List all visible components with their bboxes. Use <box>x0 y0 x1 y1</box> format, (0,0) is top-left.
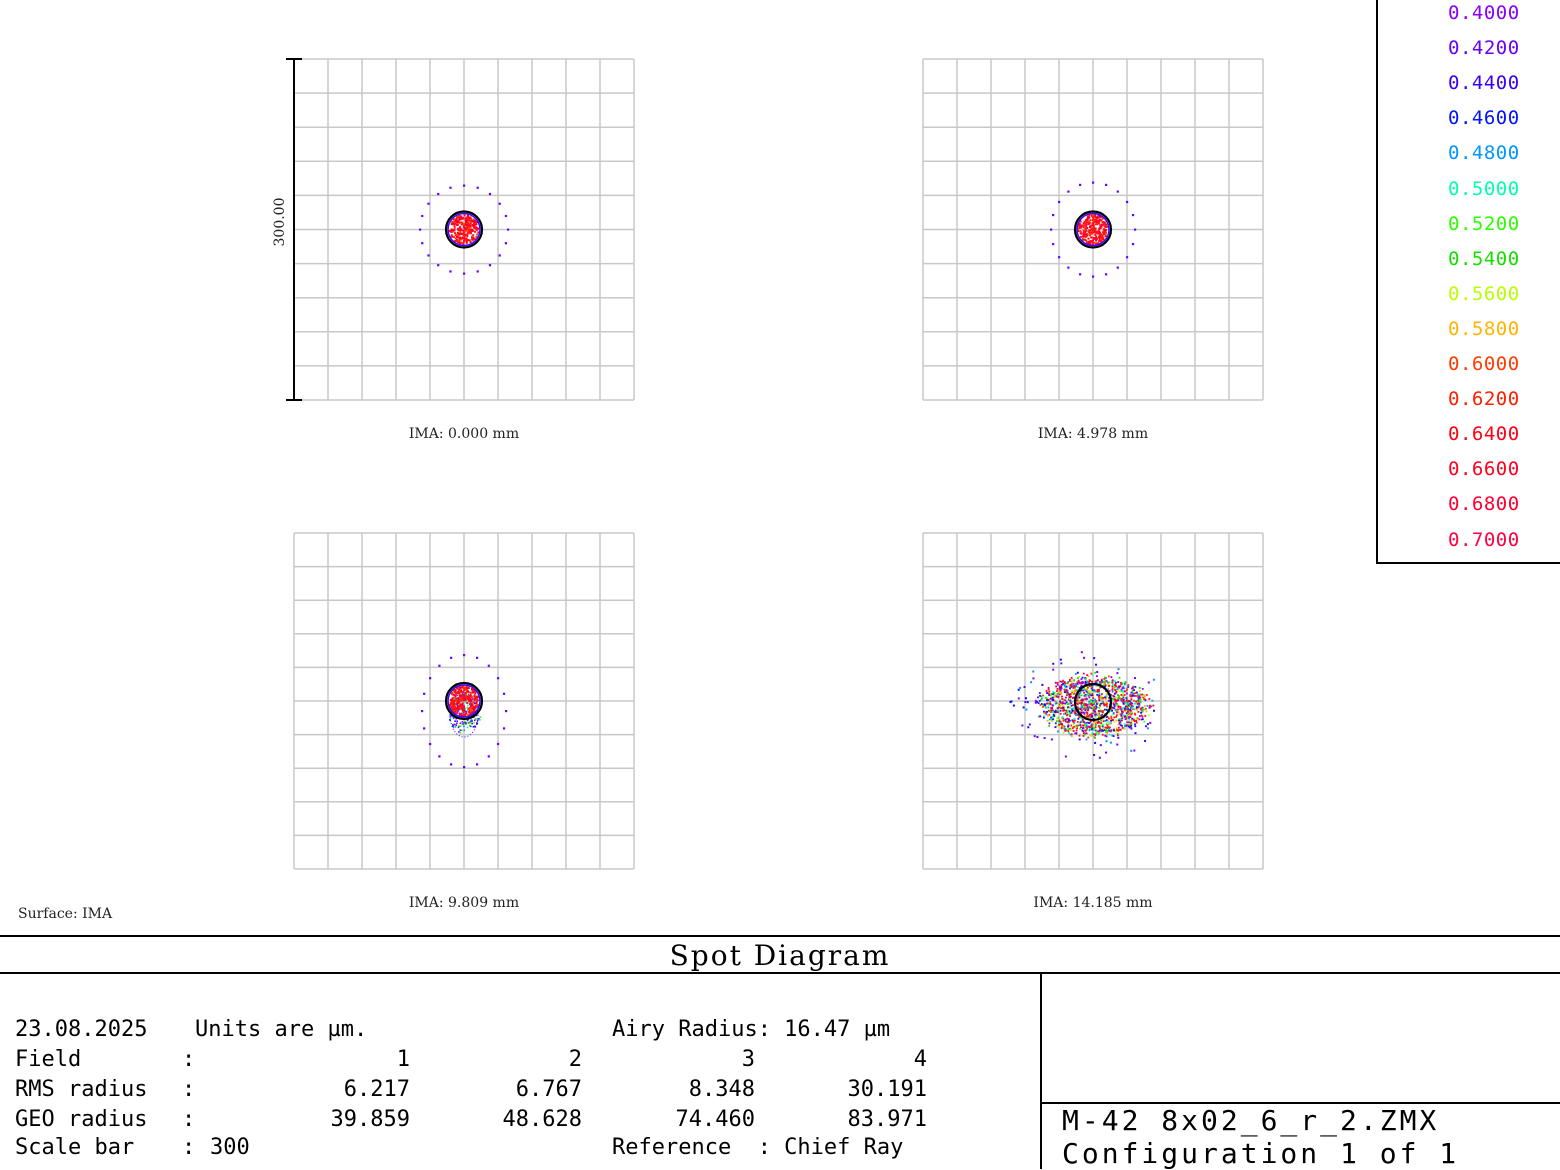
info-panel: Spot Diagram 23.08.2025 Units are µm. Ai… <box>0 935 1560 1170</box>
panel-title: Spot Diagram <box>0 937 1560 974</box>
reference-text: Reference : Chief Ray <box>612 1135 904 1160</box>
legend-item-0.5200: 0.5200 <box>1448 212 1520 235</box>
airy-circle-2 <box>1073 210 1113 249</box>
panel-divider-vertical <box>1040 974 1042 1169</box>
field-3: 3 <box>741 1047 755 1072</box>
legend-item-0.5400: 0.5400 <box>1448 247 1520 270</box>
spot-panel-1: IMA: 0.000 mm <box>293 58 635 442</box>
field-label: Field <box>15 1047 82 1072</box>
legend-item-0.4400: 0.4400 <box>1448 72 1520 95</box>
filename-text: M-42 8x02_6_r_2.ZMX Configuration 1 of 1 <box>1062 1104 1459 1170</box>
scale-bar-label: 300.00 <box>272 198 288 247</box>
geo-4: 83.971 <box>847 1107 927 1132</box>
grid-4 <box>922 532 1264 870</box>
geo-label: GEO radius <box>15 1107 148 1132</box>
field-colon: : <box>182 1047 196 1072</box>
spots-3 <box>421 654 508 769</box>
legend-item-0.4800: 0.4800 <box>1448 142 1520 165</box>
wavelength-legend: 0.4000 0.4200 0.4400 0.4600 0.4800 0.5000 0.52… <box>1376 0 1560 564</box>
scale-label: Scale bar <box>15 1135 135 1160</box>
spot-panel-3: IMA: 9.809 mm <box>293 532 635 911</box>
field-4: 4 <box>913 1047 927 1072</box>
rms-2: 6.767 <box>515 1077 582 1102</box>
rms-4: 30.191 <box>847 1077 927 1102</box>
surface-label: Surface: IMA <box>18 906 113 922</box>
geo-3: 74.460 <box>675 1107 755 1132</box>
field-1: 1 <box>396 1047 410 1072</box>
spots-1 <box>419 184 510 275</box>
rms-colon: : <box>182 1077 196 1102</box>
airy-circle-1 <box>444 210 484 249</box>
airy-circle-3 <box>444 681 484 721</box>
field-label-2: IMA: 4.978 mm <box>1038 426 1148 442</box>
geo-colon: : <box>182 1107 196 1132</box>
legend-item-0.4000: 0.4000 <box>1448 2 1520 24</box>
legend-item-0.5600: 0.5600 <box>1448 282 1520 305</box>
scale-value: 300 <box>210 1135 250 1160</box>
legend-item-0.5800: 0.5800 <box>1448 317 1520 340</box>
grid-1 <box>293 58 635 401</box>
date-text: 23.08.2025 <box>15 1017 148 1042</box>
field-label-1: IMA: 0.000 mm <box>409 426 519 442</box>
spots-2 <box>1050 181 1137 278</box>
filename: M-42 8x02_6_r_2.ZMX <box>1062 1104 1440 1137</box>
legend-item-0.5000: 0.5000 <box>1448 177 1520 200</box>
scale-bar <box>286 58 302 401</box>
legend-item-0.6400: 0.6400 <box>1448 423 1520 446</box>
spot-panel-4: IMA: 14.185 mm <box>922 532 1264 911</box>
configuration: Configuration 1 of 1 <box>1062 1137 1460 1170</box>
legend-item-0.6000: 0.6000 <box>1448 353 1520 375</box>
legend-item-0.4600: 0.4600 <box>1448 107 1520 130</box>
field-label-4: IMA: 14.185 mm <box>1033 895 1152 911</box>
legend-item-0.6600: 0.6600 <box>1448 458 1520 481</box>
field-2: 2 <box>568 1047 582 1072</box>
geo-1: 39.859 <box>330 1107 410 1132</box>
airy-circle-4 <box>1073 682 1113 722</box>
legend-item-0.6800: 0.6800 <box>1448 493 1520 516</box>
spot-diagram-plot: IMA: 0.000 mm IMA: 4.978 mm IMA: 9.809 mm I… <box>272 58 1264 911</box>
legend-item-0.4200: 0.4200 <box>1448 37 1520 60</box>
rms-3: 8.348 <box>688 1077 755 1102</box>
scale-colon: : <box>182 1135 196 1160</box>
airy-radius-text: Airy Radius: 16.47 µm <box>612 1017 891 1042</box>
panel-divider-horizontal <box>1040 1102 1560 1104</box>
grid-2 <box>922 58 1264 401</box>
legend-item-0.6200: 0.6200 <box>1448 388 1520 411</box>
grid-3 <box>293 532 635 870</box>
rms-label: RMS radius <box>15 1077 148 1102</box>
rms-1: 6.217 <box>343 1077 410 1102</box>
geo-2: 48.628 <box>502 1107 582 1132</box>
legend-item-0.7000: 0.7000 <box>1448 528 1520 551</box>
spot-panel-2: IMA: 4.978 mm <box>922 58 1264 442</box>
field-label-3: IMA: 9.809 mm <box>409 895 519 911</box>
units-text: Units are µm. <box>195 1017 368 1042</box>
